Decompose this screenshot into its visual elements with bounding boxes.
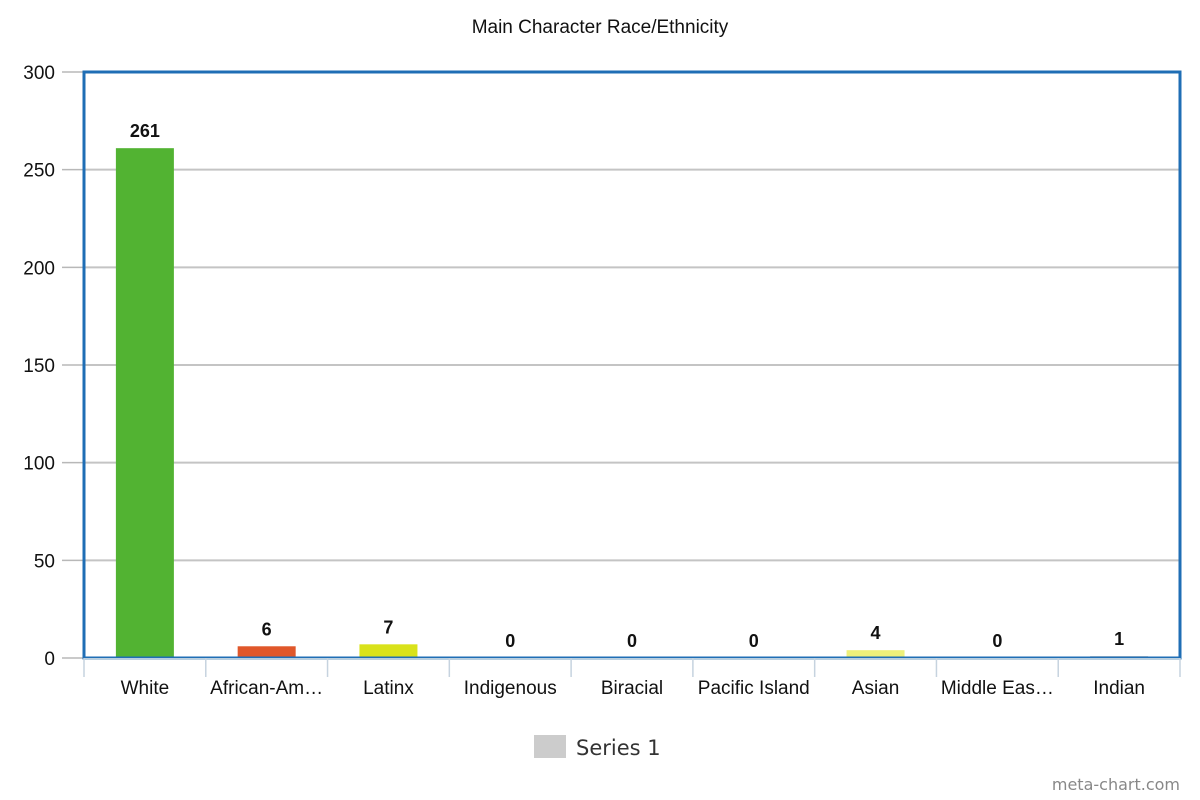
bar-1 (237, 646, 296, 658)
data-label: 0 (749, 631, 759, 651)
x-tick-label: Biracial (601, 678, 663, 699)
x-tick-label: African-Am… (210, 678, 323, 699)
x-tick-label: Middle Eas… (941, 678, 1054, 699)
legend-swatch[interactable] (534, 735, 566, 758)
y-tick-label: 150 (23, 356, 55, 377)
data-label: 6 (262, 619, 272, 639)
data-label: 0 (992, 631, 1002, 651)
y-axis: 0 50 100 150 200 250 300 (23, 63, 84, 670)
y-tick-label: 200 (23, 258, 55, 279)
data-labels: 261 6 7 0 0 0 4 0 1 (130, 121, 1124, 651)
x-tick-label: Asian (852, 678, 900, 699)
data-label: 0 (627, 631, 637, 651)
data-label: 261 (130, 121, 160, 141)
x-tick-label: Latinx (363, 678, 414, 699)
x-tick-label: White (121, 678, 170, 699)
data-label: 1 (1114, 629, 1124, 649)
legend-label[interactable]: Series 1 (576, 736, 661, 760)
bar-2 (359, 644, 418, 658)
x-tick-label: Indigenous (464, 678, 557, 699)
bars (115, 148, 1149, 658)
x-axis: White African-Am… Latinx Indigenous Biracial… (83, 658, 1181, 699)
x-tick-label: Pacific Island (698, 678, 810, 699)
data-label: 4 (871, 623, 881, 643)
bar-6 (846, 650, 905, 658)
bar-0 (115, 148, 174, 658)
y-tick-label: 300 (23, 63, 55, 84)
x-tick-label: Indian (1093, 678, 1145, 699)
y-tick-label: 50 (34, 551, 55, 572)
chart-title: Main Character Race/Ethnicity (472, 17, 729, 38)
grid-lines (84, 168, 1180, 562)
data-label: 7 (383, 617, 393, 637)
y-tick-label: 0 (44, 649, 55, 670)
legend[interactable]: Series 1 (534, 735, 661, 760)
data-label: 0 (505, 631, 515, 651)
watermark: meta-chart.com (1052, 775, 1180, 794)
y-tick-label: 100 (23, 454, 55, 475)
y-tick-label: 250 (23, 161, 55, 182)
